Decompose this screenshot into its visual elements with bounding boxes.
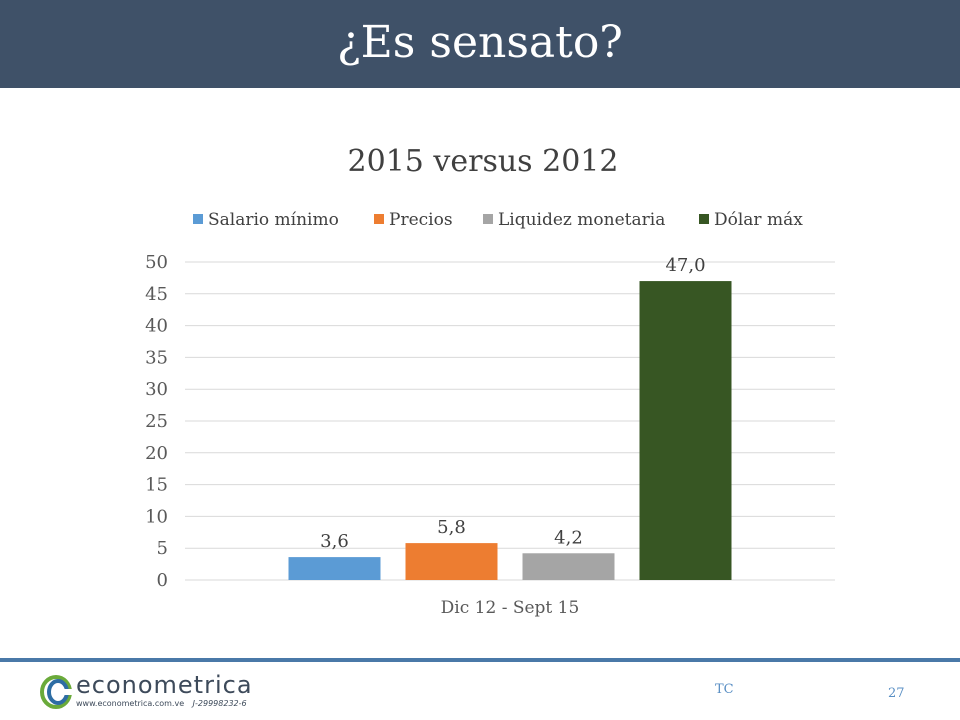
legend-swatch: [193, 214, 203, 224]
logo-brand-text: econometrica: [76, 671, 253, 699]
footer-tag: TC: [715, 682, 734, 697]
logo-rif: J-29998232-6: [192, 699, 247, 708]
bar-liquidez-monetaria: [522, 553, 615, 580]
y-tick-label: 20: [145, 443, 168, 464]
legend-swatch: [699, 214, 709, 224]
y-tick-label: 35: [145, 347, 168, 368]
data-label: 47,0: [665, 255, 705, 276]
econometrica-logo: econometrica www.econometrica.com.ve J-2…: [40, 670, 252, 714]
legend-label: Precios: [389, 210, 453, 230]
page-number: 27: [888, 686, 905, 701]
y-tick-label: 30: [145, 379, 168, 400]
y-tick-label: 25: [145, 411, 168, 432]
x-tick-label: Dic 12 - Sept 15: [441, 598, 580, 618]
y-tick-label: 40: [145, 316, 168, 337]
logo-url-text: www.econometrica.com.ve J-29998232-6: [76, 699, 247, 708]
x-axis-ticks: Dic 12 - Sept 15: [441, 598, 580, 618]
data-label: 5,8: [437, 517, 466, 538]
chart-bars: [288, 281, 732, 580]
slide-title: ¿Es sensato?: [337, 17, 623, 68]
bar-chart: 2015 versus 2012 Salario mínimo Precios Li…: [145, 144, 835, 618]
y-tick-label: 50: [145, 252, 168, 273]
chart-legend: Salario mínimo Precios Liquidez monetaria D…: [193, 210, 803, 230]
y-tick-label: 10: [145, 506, 168, 527]
legend-label: Liquidez monetaria: [498, 210, 665, 230]
y-tick-label: 5: [157, 538, 168, 559]
title-banner: ¿Es sensato?: [0, 0, 960, 88]
bar-precios: [405, 543, 498, 580]
legend-label: Salario mínimo: [208, 210, 339, 230]
data-labels: 3,6 5,8 4,2 47,0: [320, 255, 705, 552]
legend-swatch: [483, 214, 493, 224]
chart-gridlines: [185, 261, 835, 581]
footer-divider: [0, 658, 960, 662]
bar-salario-m-nimo: [288, 557, 381, 580]
logo-website: www.econometrica.com.ve: [76, 699, 185, 708]
y-tick-label: 0: [157, 570, 168, 591]
y-tick-label: 45: [145, 284, 168, 305]
data-label: 4,2: [554, 527, 583, 548]
data-label: 3,6: [320, 531, 349, 552]
y-tick-label: 15: [145, 475, 168, 496]
legend-swatch: [374, 214, 384, 224]
y-axis-ticks: 0 5 10 15 20 25 30 35 40 45 50: [145, 252, 168, 591]
legend-label: Dólar máx: [714, 210, 803, 230]
econometrica-swirl-icon: [40, 675, 74, 709]
bar-d-lar-m-x: [639, 281, 732, 580]
chart-title: 2015 versus 2012: [348, 144, 619, 179]
